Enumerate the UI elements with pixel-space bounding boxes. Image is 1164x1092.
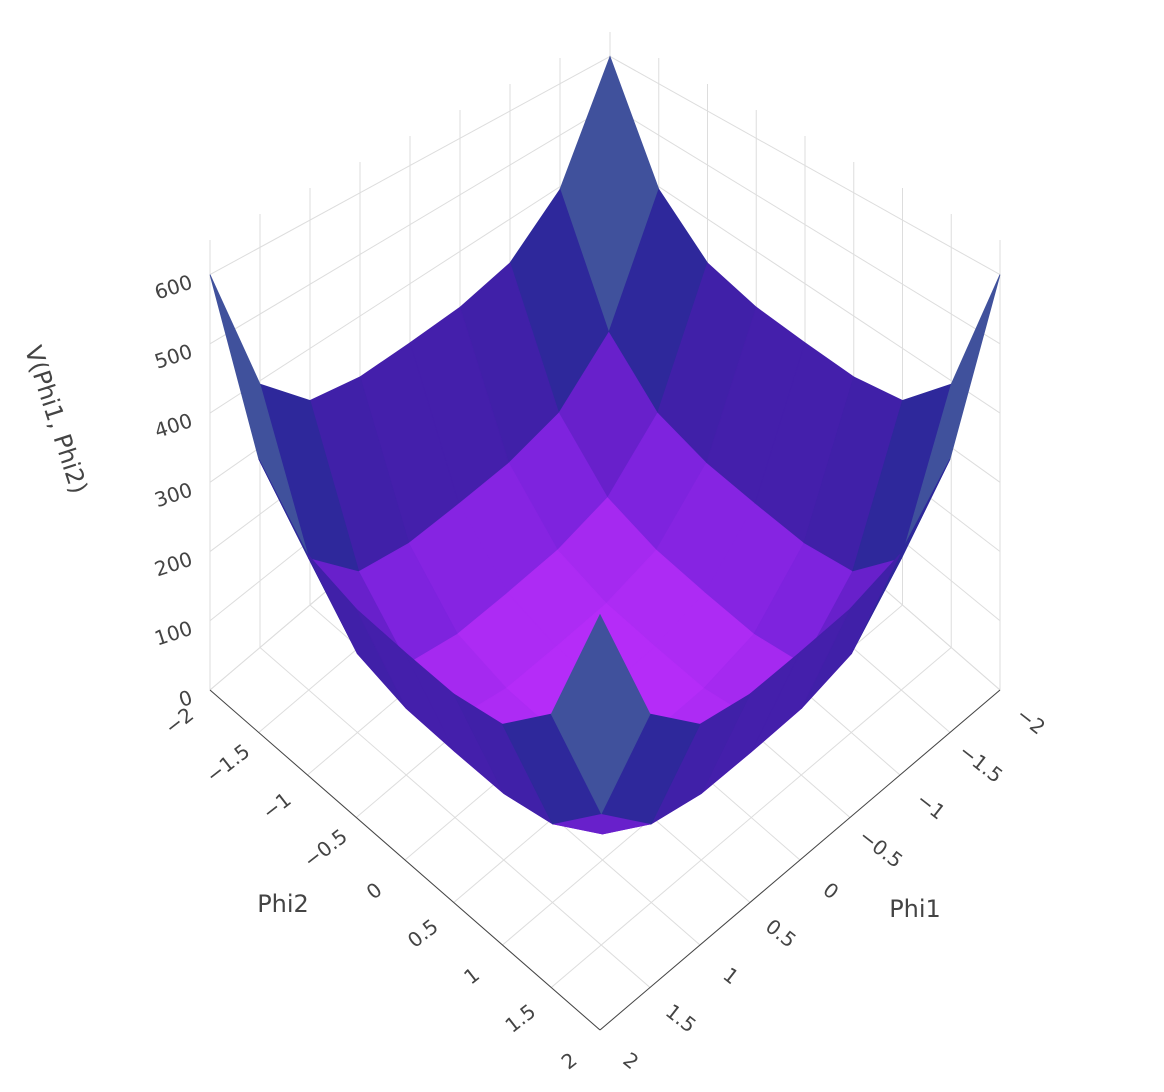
y-tick-label: −1.5: [201, 739, 254, 788]
z-grid-line: [209, 104, 611, 345]
x-tick-label: −2: [1012, 702, 1050, 739]
z-tick-label: 500: [152, 339, 196, 374]
y-tick-label: −0.5: [299, 824, 352, 873]
x-axis-title: Phi1: [889, 895, 941, 923]
x-tick-label: −1: [912, 787, 950, 824]
y-tick-label: 2: [557, 1047, 582, 1074]
y-tick-label: 0: [362, 877, 387, 904]
z-grid-line: [609, 153, 1001, 414]
y-tick-label: 0.5: [403, 914, 443, 952]
z-tick-label: 600: [152, 270, 196, 305]
z-tick-label: 200: [152, 547, 196, 582]
z-grid-line: [609, 56, 1001, 276]
y-tick-label: 1.5: [500, 999, 540, 1037]
x-tick-label: −0.5: [854, 824, 907, 873]
x-tick-label: −1.5: [954, 739, 1007, 788]
z-grid-line: [209, 153, 611, 414]
z-grid-line: [209, 56, 611, 276]
x-tick-label: 1: [719, 962, 744, 989]
z-grid-line: [609, 104, 1001, 345]
z-tick-label: 300: [152, 477, 196, 512]
x-tick-label: 1.5: [661, 999, 701, 1037]
x-tick-label: 2: [619, 1047, 644, 1074]
x-tick-label: 0.5: [761, 914, 801, 952]
y-grid-line: [550, 647, 952, 988]
x-tick-label: 0: [819, 877, 844, 904]
x-axis-line: [599, 689, 1001, 1031]
y-axis-title: Phi2: [257, 890, 309, 918]
z-tick-label: 400: [152, 408, 196, 443]
z-axis-title: V(Phi1, Phi2): [19, 342, 93, 497]
y-tick-label: 1: [459, 962, 484, 989]
y-tick-label: −1: [258, 787, 296, 824]
z-tick-label: 100: [152, 616, 196, 651]
surface-cell: [550, 613, 651, 815]
y-axis-line: [209, 689, 601, 1031]
